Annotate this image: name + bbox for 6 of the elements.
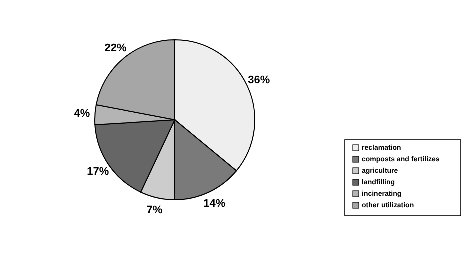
data-label: 36%	[248, 74, 270, 86]
data-label: 22%	[104, 42, 127, 54]
data-label: 7%	[146, 204, 163, 217]
data-label: 4%	[74, 108, 90, 120]
data-label: 17%	[87, 166, 110, 178]
data-label: 14%	[204, 198, 226, 210]
